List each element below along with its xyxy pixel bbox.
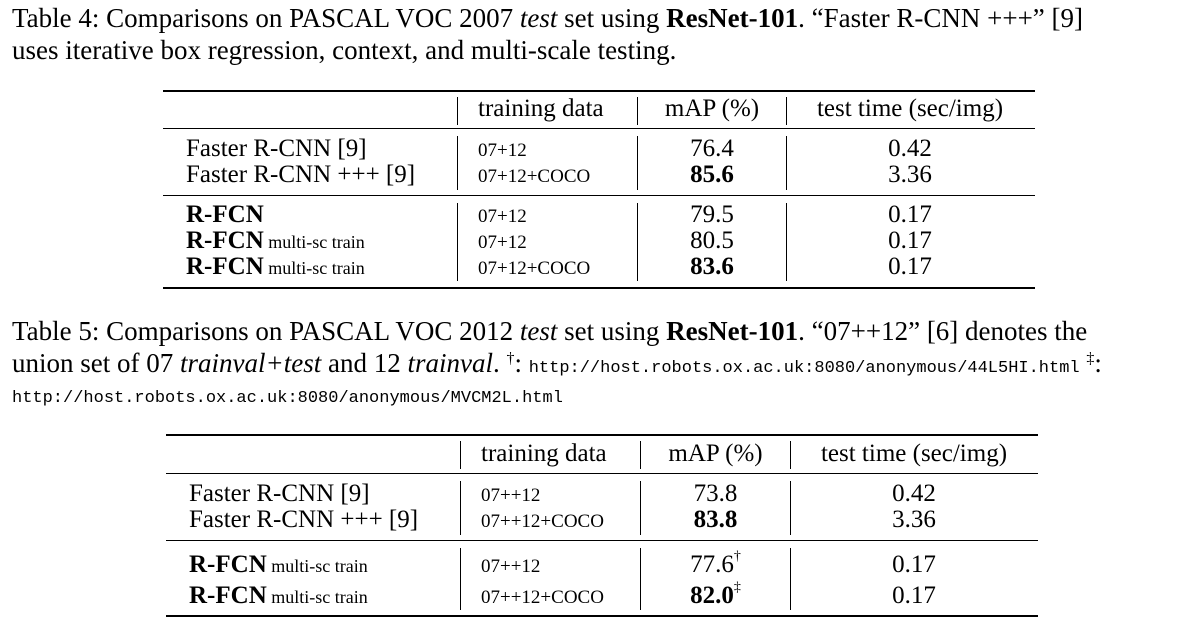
table-row-time: 0.17	[892, 551, 936, 578]
column-separator	[457, 136, 459, 190]
column-separator	[460, 441, 462, 469]
column-separator	[640, 548, 642, 610]
column-separator	[637, 203, 639, 281]
column-separator	[786, 136, 788, 190]
column-separator	[790, 481, 792, 535]
table4-caption-line1: Table 4: Comparisons on PASCAL VOC 2007 …	[12, 3, 1083, 33]
column-separator	[790, 441, 792, 469]
dagger-mark: †	[506, 350, 515, 367]
column-separator	[790, 548, 792, 610]
caption-italic: test	[519, 3, 558, 33]
column-separator	[786, 203, 788, 281]
table-row-time: 0.17	[888, 227, 932, 254]
caption-text: set using	[557, 3, 667, 33]
column-separator	[460, 548, 462, 610]
column-separator	[457, 203, 459, 281]
table-row-map: 77.6†	[690, 549, 741, 578]
table-row-method: Faster R-CNN [9]	[186, 135, 367, 162]
table-row-map: 76.4	[690, 135, 734, 162]
table-row-method: Faster R-CNN +++ [9]	[189, 506, 419, 533]
table-row-training: 07++12	[481, 485, 541, 506]
dagger-mark: †	[733, 549, 741, 564]
double-dagger-mark: ‡	[733, 580, 741, 595]
table-row-map: 83.6	[690, 253, 734, 280]
table4-caption-line2: uses iterative box regression, context, …	[12, 35, 677, 65]
header-map: mAP (%)	[664, 95, 760, 122]
header-rule	[166, 473, 1038, 475]
footnote-url-1: http://host.robots.ox.ac.uk:8080/anonymo…	[528, 359, 1080, 378]
double-dagger-mark: ‡	[1086, 350, 1095, 367]
table-row-time: 0.17	[892, 582, 936, 609]
table-row-map: 80.5	[690, 227, 734, 254]
header-training-data: training data	[481, 440, 607, 467]
caption-text: set using	[557, 316, 667, 346]
column-separator	[640, 441, 642, 469]
footnote-url-2: http://host.robots.ox.ac.uk:8080/anonymo…	[12, 389, 563, 408]
table-row-method: R-FCN	[186, 201, 264, 228]
table-row-time: 3.36	[888, 161, 932, 188]
column-separator	[460, 481, 462, 535]
header-map: mAP (%)	[668, 440, 763, 467]
caption-text: . “Faster R-CNN +++” [9]	[798, 3, 1084, 33]
table-row-map: 73.8	[693, 480, 738, 507]
table-row-map: 82.0‡	[690, 580, 741, 609]
caption-bold: ResNet-101	[666, 3, 799, 33]
table-row-training: 07++12+COCO	[481, 587, 604, 608]
caption-text: Table 4: Comparisons on PASCAL VOC 2007	[12, 3, 520, 33]
table-row-training: 07+12+COCO	[478, 258, 591, 279]
table-row-method: Faster R-CNN +++ [9]	[186, 161, 416, 188]
table-row-training: 07+12+COCO	[478, 166, 591, 187]
table-row-time: 0.42	[888, 135, 932, 162]
table-row-time: 0.17	[888, 201, 932, 228]
table-row-time: 0.42	[892, 480, 936, 507]
table-row-method: R-FCN multi-sc train	[186, 227, 365, 254]
caption-text: . “07++12” [6] denotes the	[798, 316, 1088, 346]
table-row-training: 07+12	[478, 232, 527, 253]
header-test-time: test time (sec/img)	[820, 440, 1008, 467]
column-separator	[786, 97, 788, 125]
header-training-data: training data	[478, 95, 604, 122]
bottom-rule	[163, 287, 1035, 289]
table-row-time: 3.36	[892, 506, 936, 533]
table-row-training: 07+12	[478, 206, 527, 227]
table-row-training: 07++12	[481, 556, 541, 577]
table-row-map: 83.8	[693, 506, 738, 533]
table-row-time: 0.17	[888, 253, 932, 280]
bottom-rule	[166, 615, 1038, 617]
top-rule	[166, 434, 1038, 436]
group-rule	[166, 540, 1038, 542]
table-row-method: Faster R-CNN [9]	[189, 480, 370, 507]
header-test-time: test time (sec/img)	[816, 95, 1004, 122]
column-separator	[637, 136, 639, 190]
table-row-method: R-FCN multi-sc train	[189, 582, 368, 609]
top-rule	[163, 90, 1035, 92]
table-row-map: 79.5	[690, 201, 734, 228]
table-row-method: R-FCN multi-sc train	[186, 253, 365, 280]
caption-bold: ResNet-101	[666, 316, 799, 346]
group-rule	[163, 195, 1035, 197]
caption-italic: test	[519, 316, 558, 346]
column-separator	[640, 481, 642, 535]
table-row-method: R-FCN multi-sc train	[189, 551, 368, 578]
table-row-training: 07++12+COCO	[481, 511, 604, 532]
column-separator	[637, 97, 639, 125]
column-separator	[457, 97, 459, 125]
table-row-training: 07+12	[478, 140, 527, 161]
caption-text: Table 5: Comparisons on PASCAL VOC 2012	[12, 316, 520, 346]
table5-caption-line1: Table 5: Comparisons on PASCAL VOC 2012 …	[12, 316, 1087, 346]
table5-caption-line2: union set of 07 trainval+test and 12 tra…	[12, 348, 1102, 378]
header-rule	[163, 128, 1035, 130]
table-row-map: 85.6	[690, 161, 734, 188]
